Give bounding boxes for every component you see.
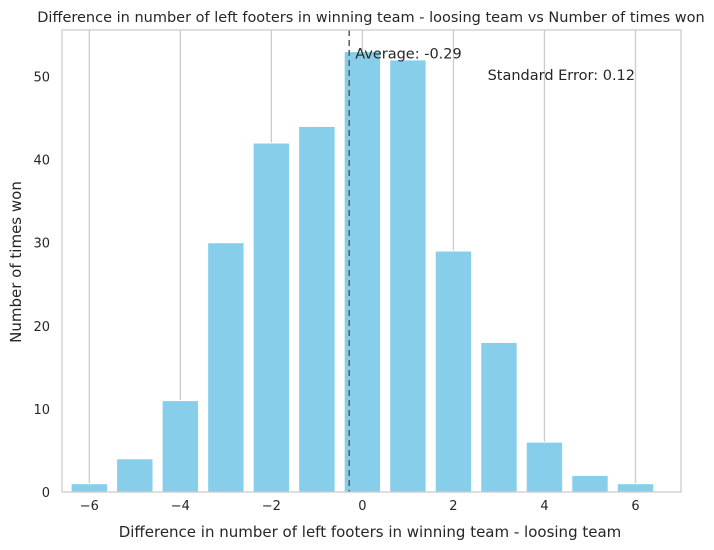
bars	[70, 51, 655, 493]
x-tick-label: 6	[631, 499, 639, 514]
x-tick-label: −2	[262, 499, 281, 514]
bar	[434, 250, 473, 493]
bar	[298, 125, 336, 493]
y-tick-label: 30	[33, 237, 50, 252]
bar	[616, 483, 655, 493]
x-axis-title: Difference in number of left footers in …	[119, 523, 622, 541]
x-tick-label: −4	[171, 499, 190, 514]
x-tick-label: −6	[80, 499, 99, 514]
y-tick-label: 40	[33, 154, 50, 169]
y-tick-label: 10	[33, 403, 50, 418]
chart-title: Difference in number of left footers in …	[37, 10, 704, 26]
bar	[70, 483, 109, 493]
x-tick-label: 4	[540, 499, 548, 514]
y-tick-labels: 0 10 20 30 40 50	[33, 71, 50, 501]
y-axis-title: Number of times won	[7, 181, 25, 343]
bar	[525, 441, 564, 493]
bar	[571, 474, 609, 493]
bar	[161, 400, 200, 493]
bar	[252, 142, 291, 493]
y-tick-label: 20	[33, 320, 50, 335]
y-tick-label: 0	[42, 486, 50, 501]
bar	[480, 341, 518, 493]
average-annotation: Average: -0.29	[355, 46, 462, 62]
bar	[207, 242, 245, 493]
bar	[116, 458, 154, 493]
x-tick-label: 0	[358, 499, 366, 514]
x-tick-label: 2	[449, 499, 457, 514]
x-tick-labels: −6 −4 −2 0 2 4 6	[80, 499, 640, 514]
y-tick-label: 50	[33, 71, 50, 86]
standard-error-annotation: Standard Error: 0.12	[488, 68, 635, 84]
plot-frame	[61, 29, 682, 493]
bar	[389, 59, 427, 493]
